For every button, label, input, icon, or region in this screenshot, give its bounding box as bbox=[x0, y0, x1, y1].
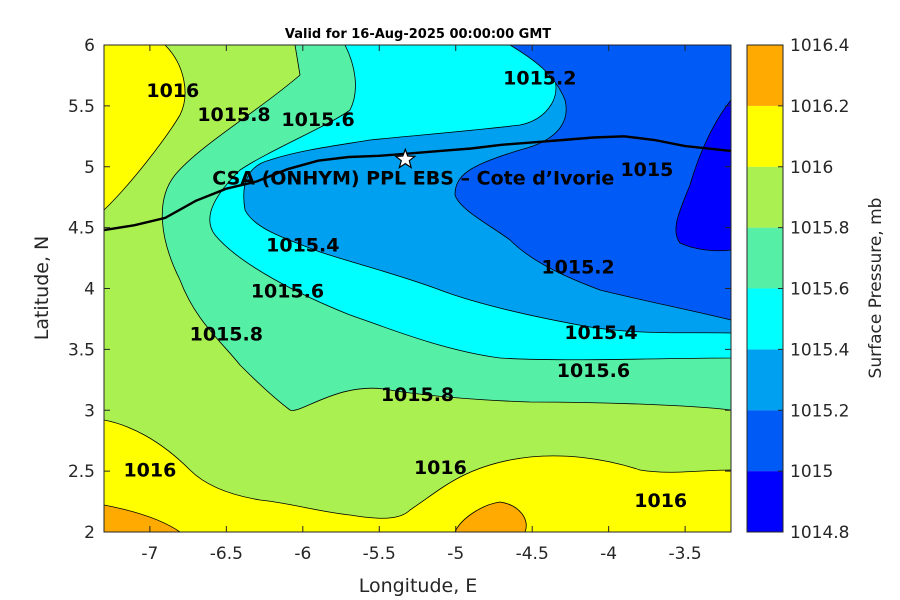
y-tick-label: 2.5 bbox=[68, 462, 95, 482]
site-layer: CSA (ONHYM) PPL EBS – Cote d’Ivorie bbox=[212, 147, 614, 189]
colorbar-swatch bbox=[747, 166, 783, 228]
colorbar-tick-label: 1016.2 bbox=[790, 97, 849, 117]
contour-label: 1015.8 bbox=[381, 384, 454, 406]
colorbar-tick-label: 1016 bbox=[790, 158, 833, 178]
x-tick-label: -5 bbox=[447, 544, 464, 564]
colorbar-tick-label: 1015.6 bbox=[790, 280, 849, 300]
y-axis-ticks: 6 5.5 5 4.5 4 3.5 3 2.5 2 bbox=[68, 36, 731, 543]
colorbar-tick-label: 1014.8 bbox=[790, 523, 849, 543]
contour-label: 1015.2 bbox=[503, 68, 576, 90]
band-1016-to-1016-2-top-left bbox=[104, 45, 186, 211]
contour-label: 1015.6 bbox=[557, 360, 630, 382]
contour-label: 1015.8 bbox=[190, 323, 263, 345]
colorbar-tick-label: 1015 bbox=[790, 462, 833, 482]
colorbar-tick-label: 1016.4 bbox=[790, 36, 849, 56]
y-axis-label: Latitude, N bbox=[31, 236, 53, 341]
y-tick-label: 3 bbox=[84, 401, 95, 421]
contour-label: 1015.4 bbox=[266, 234, 339, 256]
map-title: Valid for 16-Aug-2025 00:00:00 GMT bbox=[285, 27, 551, 42]
x-tick-label: -6 bbox=[294, 544, 311, 564]
contour-label: 1016 bbox=[414, 457, 467, 479]
y-tick-label: 5 bbox=[84, 158, 95, 178]
colorbar-swatch bbox=[747, 105, 783, 167]
colorbar: 1016.4 1016.2 1016 1015.8 1015.6 1015.4 1015.2… bbox=[746, 36, 849, 543]
contour-label: 1015.2 bbox=[541, 256, 614, 278]
x-tick-label: -5.5 bbox=[363, 544, 396, 564]
y-tick-label: 2 bbox=[84, 523, 95, 543]
contour-label: 1016 bbox=[146, 80, 199, 102]
colorbar-tick-label: 1015.2 bbox=[790, 401, 849, 421]
colorbar-swatch bbox=[747, 410, 783, 472]
y-tick-label: 4.5 bbox=[68, 219, 95, 239]
contour-label: 1016 bbox=[634, 490, 687, 512]
coastline bbox=[104, 135, 731, 232]
contour-label: 1015.4 bbox=[564, 322, 637, 344]
colorbar-swatch bbox=[747, 349, 783, 411]
x-tick-label: -7 bbox=[141, 544, 158, 564]
contour-label: 1016 bbox=[123, 460, 176, 482]
x-tick-label: -4.5 bbox=[516, 544, 549, 564]
site-label: CSA (ONHYM) PPL EBS – Cote d’Ivorie bbox=[212, 167, 614, 189]
contour-label: 1015.6 bbox=[281, 109, 354, 131]
y-tick-label: 3.5 bbox=[68, 340, 95, 360]
colorbar-swatch bbox=[747, 288, 783, 350]
y-tick-label: 6 bbox=[84, 36, 95, 56]
colorbar-swatch bbox=[747, 227, 783, 289]
site-star-marker bbox=[394, 147, 417, 169]
band-1016-2-to-1016-4-bottom-middle bbox=[454, 501, 527, 532]
colorbar-tick-label: 1015.4 bbox=[790, 340, 849, 360]
colorbar-label: Surface Pressure, mb bbox=[866, 198, 886, 379]
colorbar-swatch bbox=[747, 45, 783, 106]
band-1014-8-to-1015 bbox=[675, 99, 731, 252]
y-tick-label: 5.5 bbox=[68, 97, 95, 117]
contour-label: 1015.6 bbox=[251, 281, 324, 303]
x-tick-label: -4 bbox=[600, 544, 617, 564]
band-1015-to-1015-2 bbox=[454, 45, 731, 321]
contour-label: 1015 bbox=[620, 159, 673, 181]
colorbar-swatch bbox=[747, 471, 783, 532]
x-axis-label: Longitude, E bbox=[359, 575, 478, 597]
colorbar-tick-label: 1015.8 bbox=[790, 219, 849, 239]
x-axis-ticks: -7 -6.5 -6 -5.5 -5 -4.5 -4 -3.5 bbox=[141, 45, 702, 564]
y-tick-label: 4 bbox=[84, 280, 95, 300]
contour-label: 1015.8 bbox=[197, 104, 270, 126]
band-1016-to-1016-2-bottom-left bbox=[104, 419, 731, 532]
x-tick-label: -6.5 bbox=[210, 544, 243, 564]
x-tick-label: -3.5 bbox=[669, 544, 702, 564]
